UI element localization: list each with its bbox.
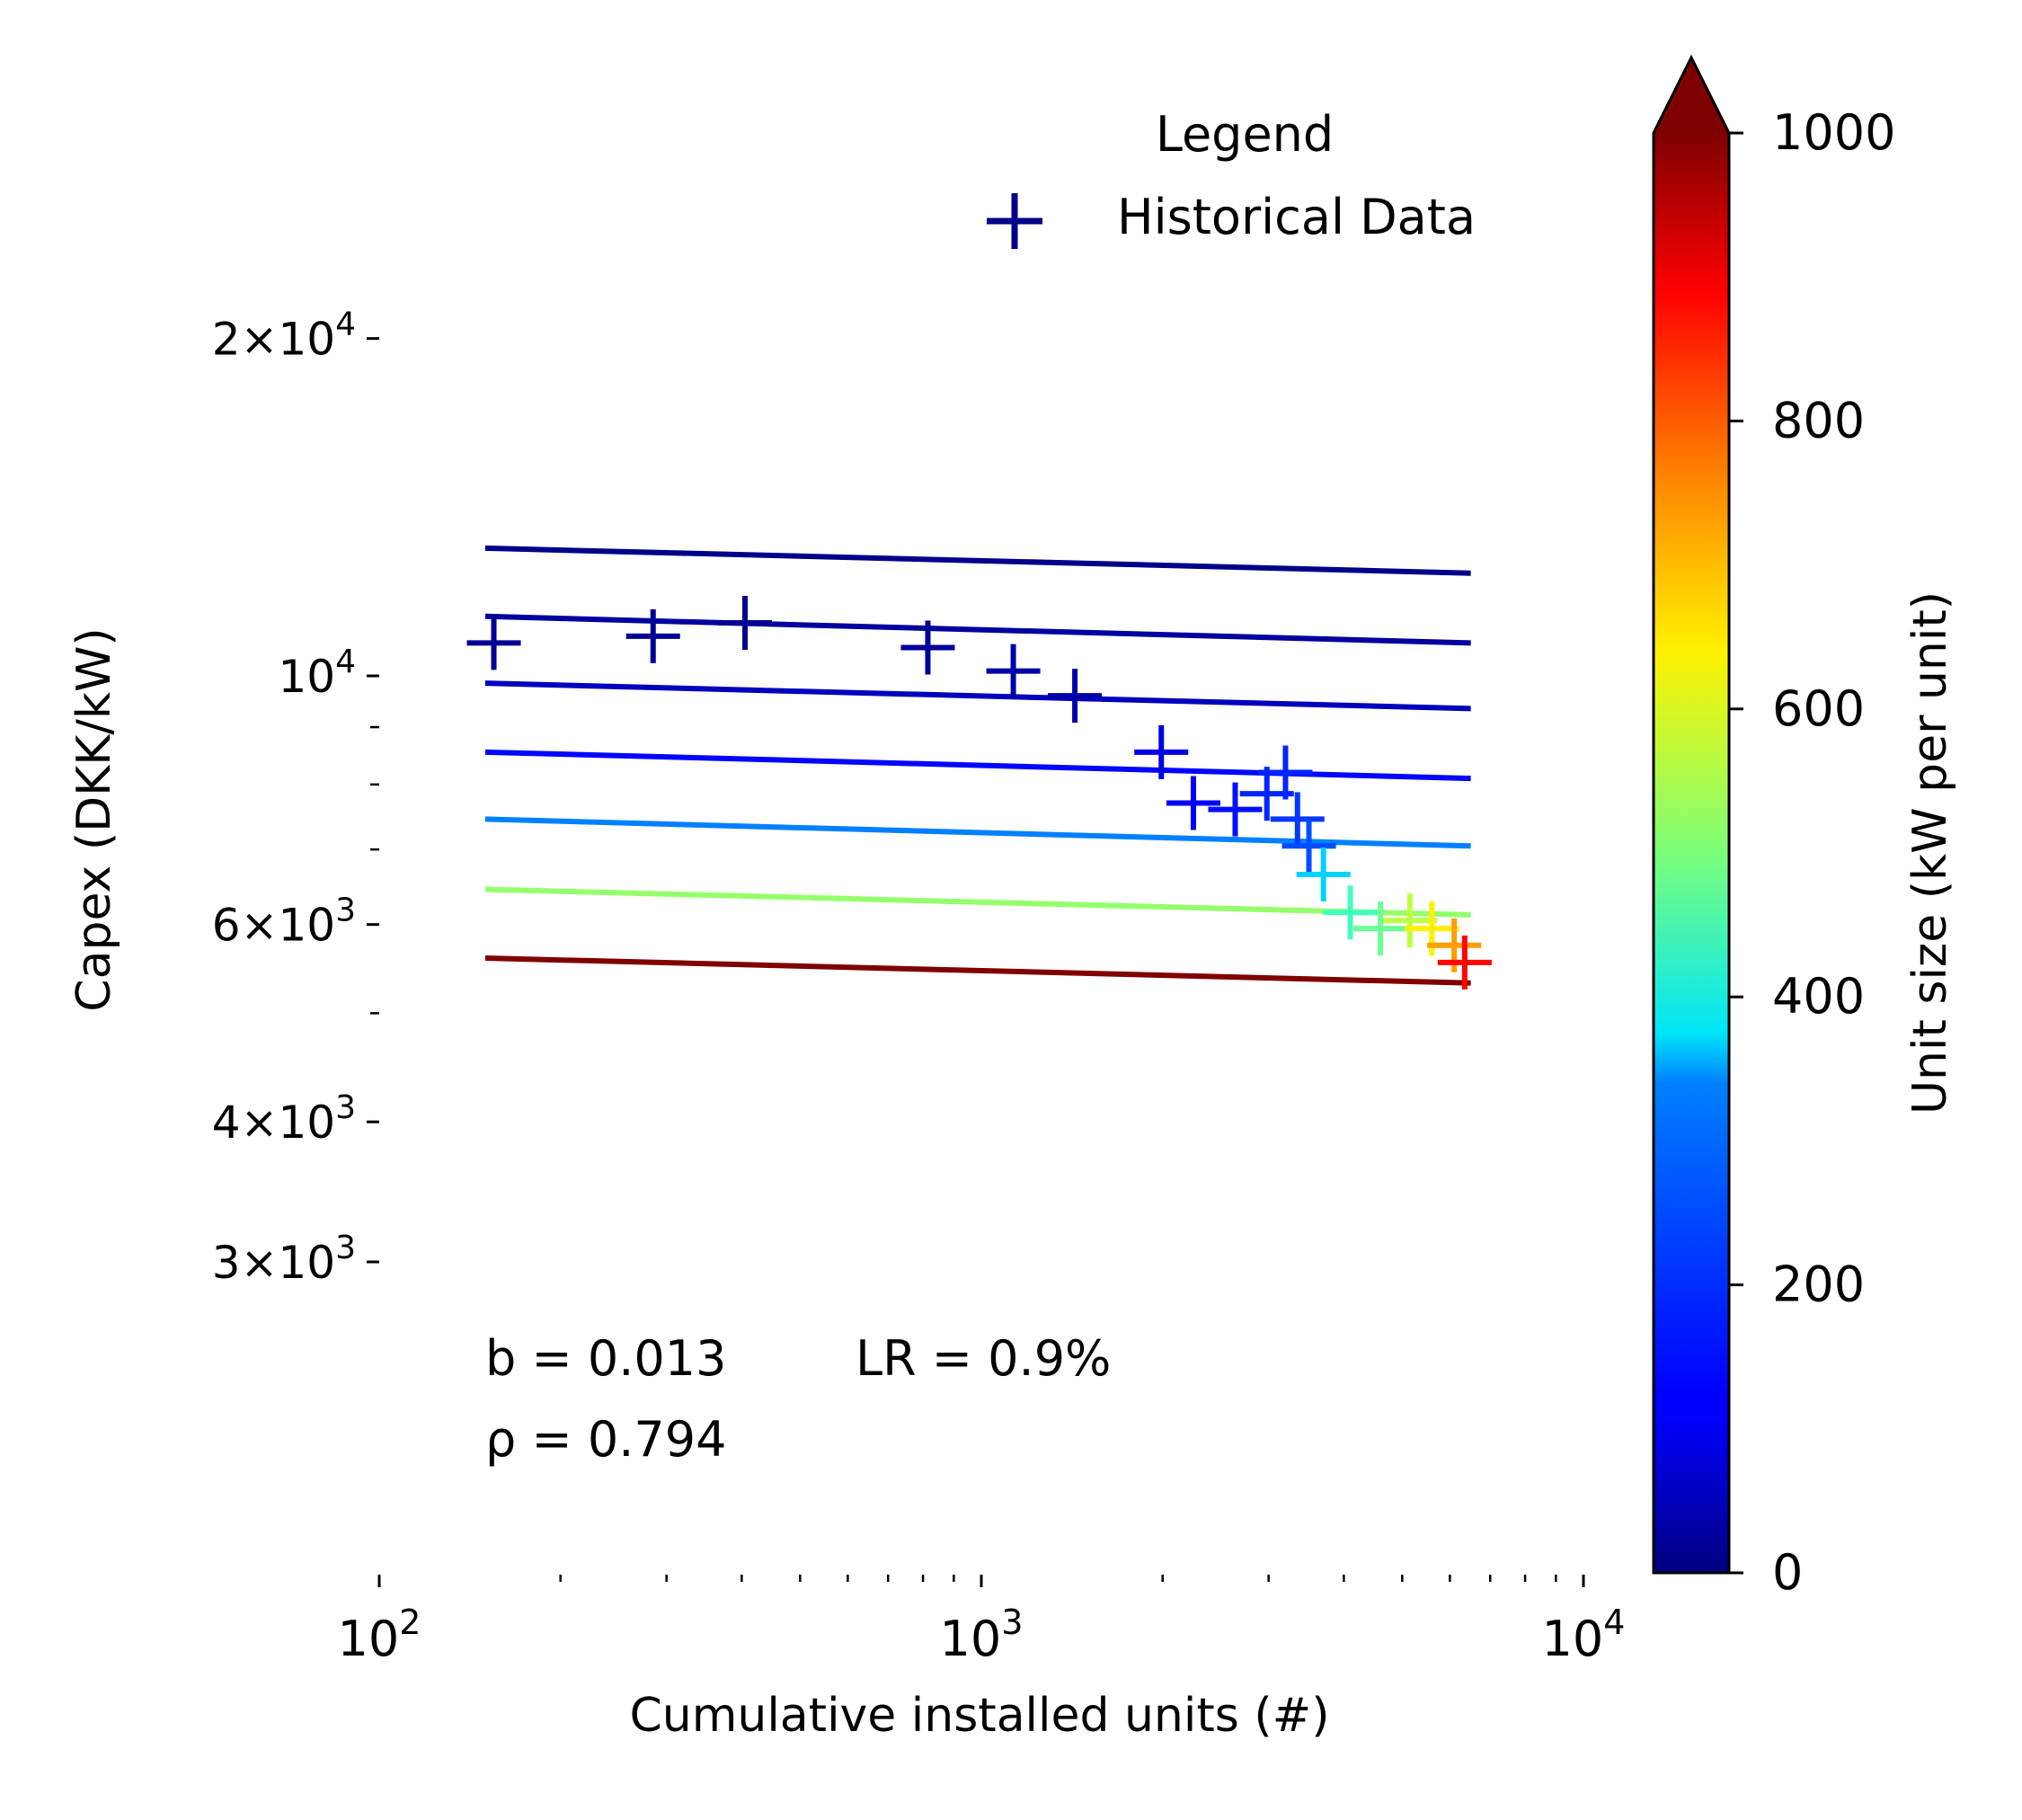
legend-marker [987, 193, 1042, 249]
x-tick-label-100: 102 [338, 1602, 421, 1667]
colorbar-ticks: 0 200 400 600 800 1000 [1729, 104, 1895, 1601]
colorbar-outline [1652, 54, 1731, 1575]
colorbar-tick-label-200: 200 [1772, 1256, 1865, 1313]
fit-line-3 [484, 680, 1471, 712]
fit-line-2 [484, 613, 1471, 646]
data-points [466, 596, 1492, 990]
data-point-11 [1258, 745, 1313, 800]
legend-entry-historical-data: Historical Data [1117, 189, 1476, 245]
fit-line-7 [484, 955, 1471, 986]
x-tick-label-1000: 103 [940, 1602, 1024, 1667]
data-point-5 [986, 644, 1041, 698]
fit-line-6 [484, 886, 1471, 918]
data-point-16 [1353, 901, 1408, 956]
data-point-2 [625, 608, 680, 663]
colorbar-label: Unit size (kW per unit) [1903, 591, 1957, 1114]
colorbar: 0 200 400 600 800 1000 Unit size (kW per unit… [1652, 54, 1957, 1601]
data-point-9 [1208, 782, 1263, 837]
colorbar-tick-label-800: 800 [1772, 392, 1865, 448]
colorbar-extend-triangle [1654, 58, 1729, 133]
y-tick-label-2e4: 2×104 [212, 306, 356, 366]
y-tick-label-6e3: 6×103 [212, 892, 356, 952]
data-point-20 [1437, 935, 1492, 990]
annotation-lr: LR = 0.9% [856, 1330, 1111, 1387]
colorbar-tick-label-0: 0 [1772, 1544, 1803, 1601]
annotations: b = 0.013 LR = 0.9% ρ = 0.794 [485, 1330, 1111, 1468]
plot-area [466, 545, 1492, 990]
data-point-6 [1048, 669, 1103, 724]
data-point-14 [1296, 847, 1351, 901]
legend: Legend Historical Data [987, 106, 1476, 249]
y-axis: 2×104 104 6×103 4×103 3×103 [212, 306, 379, 1289]
data-point-7 [1134, 724, 1189, 779]
x-axis-label: Cumulative installed units (#) [629, 1689, 1329, 1743]
y-axis-label: Capex (DKK/kW) [67, 627, 121, 1011]
data-point-17 [1382, 893, 1437, 948]
fit-line-4 [484, 749, 1471, 782]
x-axis: 102 103 104 [338, 1575, 1626, 1667]
annotation-rho: ρ = 0.794 [485, 1411, 726, 1468]
x-tick-label-10000: 104 [1542, 1602, 1626, 1667]
legend-title: Legend [1156, 106, 1334, 163]
data-point-1 [466, 616, 521, 670]
data-point-12 [1270, 792, 1325, 847]
fit-lines [484, 545, 1471, 986]
data-point-15 [1323, 885, 1378, 940]
data-point-13 [1281, 819, 1336, 874]
y-tick-label-3e3: 3×103 [212, 1230, 356, 1289]
y-tick-label-1e4: 104 [278, 644, 356, 703]
annotation-b: b = 0.013 [485, 1330, 726, 1387]
colorbar-gradient [1654, 133, 1729, 1573]
colorbar-tick-label-600: 600 [1772, 680, 1865, 737]
colorbar-tick-label-1000: 1000 [1772, 104, 1895, 161]
y-tick-label-4e3: 4×103 [212, 1089, 356, 1149]
fit-line-1 [484, 545, 1471, 576]
data-point-4 [900, 620, 955, 675]
fit-line-5 [484, 816, 1471, 849]
data-point-3 [717, 596, 772, 651]
colorbar-tick-label-400: 400 [1772, 968, 1865, 1025]
data-point-8 [1166, 776, 1220, 830]
